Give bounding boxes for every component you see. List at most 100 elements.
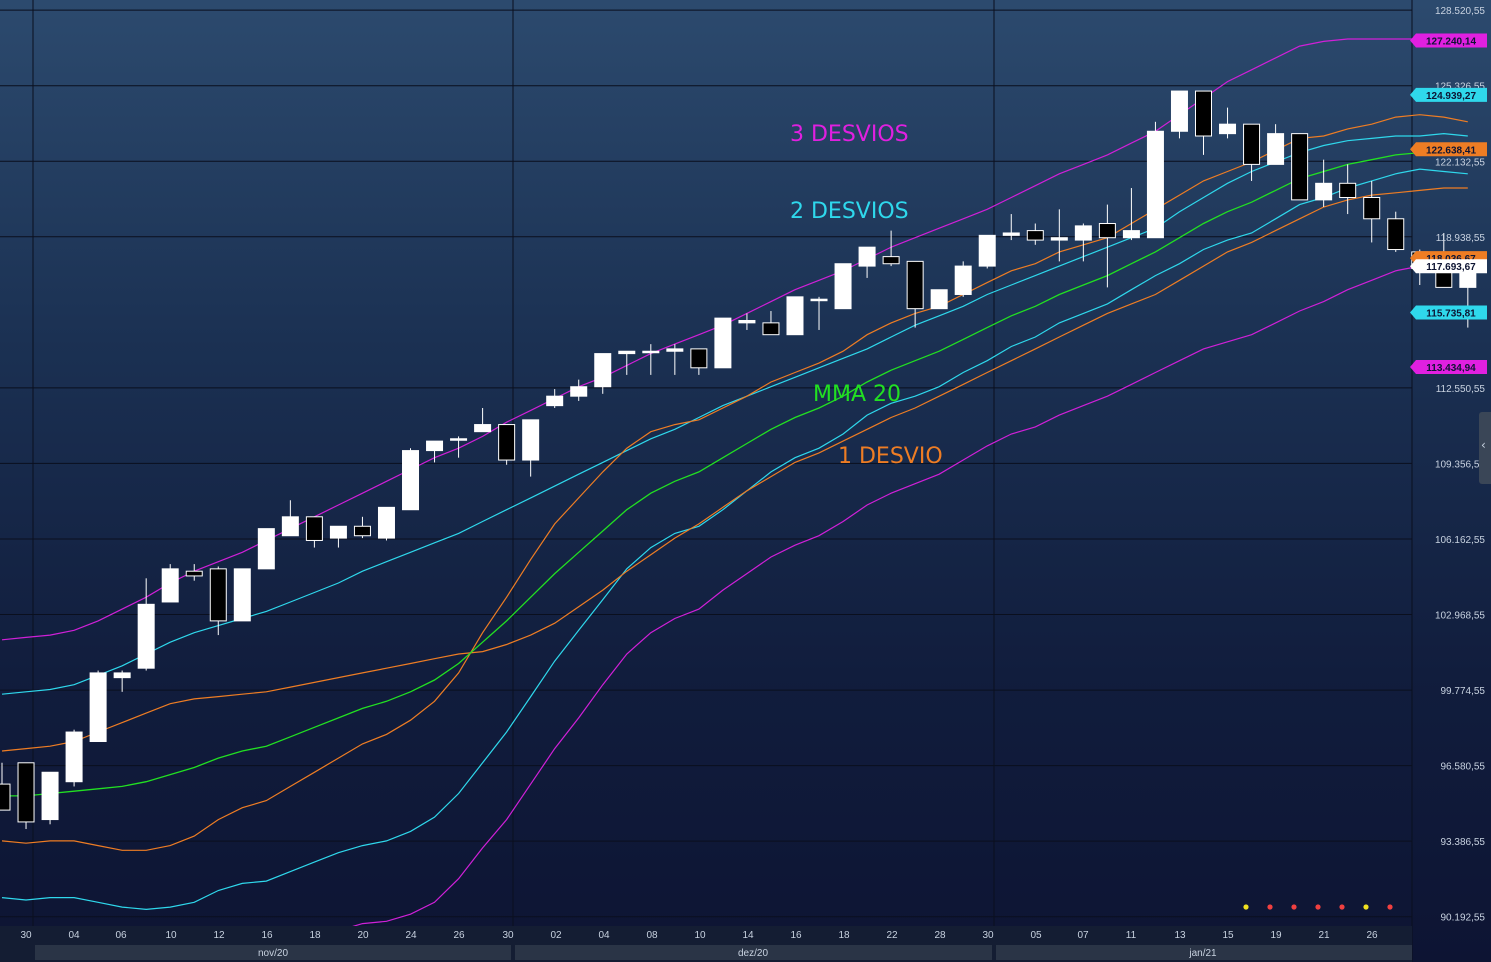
candle bbox=[377, 506, 395, 541]
x-tick-label: 30 bbox=[982, 930, 994, 941]
candle-body bbox=[353, 525, 371, 537]
x-tick-label: 26 bbox=[1366, 930, 1378, 941]
price-badge: 115.735,81 bbox=[1410, 305, 1487, 320]
y-tick-label: 102.968,55 bbox=[1435, 611, 1485, 622]
candle-body bbox=[978, 234, 996, 267]
candle bbox=[498, 424, 516, 465]
candle-body bbox=[1074, 225, 1092, 241]
signal-dot bbox=[1387, 904, 1393, 910]
collapse-panel-handle[interactable]: ‹ bbox=[1479, 412, 1491, 484]
badge-label: 115.735,81 bbox=[1426, 309, 1476, 320]
candle-body bbox=[161, 568, 179, 603]
candle-body bbox=[618, 350, 636, 355]
candle-body bbox=[41, 771, 59, 821]
band1-lines bbox=[1, 114, 1468, 851]
candle-body bbox=[1146, 130, 1164, 239]
candle bbox=[786, 296, 804, 336]
candle bbox=[1267, 124, 1285, 165]
candle bbox=[1146, 121, 1164, 239]
candle-body bbox=[882, 256, 900, 265]
x-tick-label: 30 bbox=[502, 930, 514, 941]
candle bbox=[522, 419, 540, 477]
candle-body bbox=[185, 570, 203, 577]
signal-dots bbox=[1243, 904, 1393, 910]
x-tick-label: 05 bbox=[1030, 930, 1042, 941]
x-tick-label: 18 bbox=[309, 930, 321, 941]
candle-body bbox=[329, 525, 347, 539]
candle bbox=[1315, 159, 1333, 207]
x-tick-label: 26 bbox=[453, 930, 465, 941]
candle bbox=[1219, 107, 1237, 139]
signal-dot bbox=[1339, 904, 1345, 910]
badge-label: 124.939,27 bbox=[1426, 91, 1476, 102]
candle-body bbox=[1339, 182, 1357, 198]
candle bbox=[41, 771, 59, 825]
band2-lines-lower bbox=[1, 168, 1468, 911]
candle bbox=[810, 296, 828, 330]
candle bbox=[305, 516, 323, 548]
price-badge: 117.693,67 bbox=[1410, 259, 1487, 274]
candle bbox=[0, 762, 11, 811]
badge-shape bbox=[1410, 359, 1487, 374]
candle-body bbox=[834, 263, 852, 310]
price-badge: 124.939,27 bbox=[1410, 87, 1487, 102]
candle-body bbox=[113, 672, 131, 679]
candle bbox=[89, 670, 107, 743]
annotation-label: 3 DESVIOS bbox=[790, 122, 909, 147]
signal-dot bbox=[1291, 904, 1297, 910]
candle bbox=[1291, 133, 1309, 201]
candle bbox=[546, 389, 564, 409]
candle bbox=[1170, 90, 1188, 139]
candle bbox=[978, 234, 996, 269]
y-tick-label: 125.326,55 bbox=[1435, 82, 1485, 93]
candle bbox=[1026, 223, 1044, 245]
x-tick-label: 21 bbox=[1318, 930, 1330, 941]
band2-lines bbox=[1, 132, 1468, 911]
candle bbox=[1243, 123, 1261, 181]
y-tick-label: 99.774,55 bbox=[1441, 686, 1486, 697]
month-band bbox=[996, 945, 1412, 960]
y-tick-label: 118.938,55 bbox=[1436, 233, 1486, 244]
signal-dot bbox=[1363, 904, 1369, 910]
month-band bbox=[35, 945, 511, 960]
candle-body bbox=[1050, 237, 1068, 241]
candle-body bbox=[498, 424, 516, 461]
candle bbox=[618, 350, 636, 375]
candle bbox=[426, 440, 444, 463]
candle-body bbox=[474, 424, 492, 433]
candle bbox=[353, 516, 371, 539]
candle-body bbox=[546, 395, 564, 407]
price-badge: 127.240,14 bbox=[1410, 33, 1487, 48]
candle bbox=[1122, 188, 1140, 241]
x-tick-label: 06 bbox=[115, 930, 127, 941]
candle bbox=[882, 230, 900, 267]
candle-body bbox=[570, 386, 588, 397]
x-tick-label: 04 bbox=[598, 930, 610, 941]
candle-body bbox=[1267, 133, 1285, 165]
candle bbox=[690, 348, 708, 375]
candle bbox=[762, 311, 780, 336]
candle bbox=[233, 568, 251, 622]
candle-body bbox=[642, 350, 660, 354]
candle-body bbox=[1002, 232, 1020, 236]
candle-body bbox=[257, 528, 275, 570]
badge-label: 113.434,94 bbox=[1426, 363, 1476, 374]
x-tick-label: 15 bbox=[1222, 930, 1234, 941]
y-tick-label: 109.356,55 bbox=[1435, 459, 1485, 470]
candle-body bbox=[1363, 196, 1381, 220]
y-axis: 128.520,55 125.326,55 122.132,55 118.938,55… bbox=[1435, 6, 1485, 924]
x-tick-label: 10 bbox=[694, 930, 706, 941]
band3-lines-upper bbox=[1, 38, 1468, 641]
mma20-line bbox=[2, 151, 1468, 797]
x-tick-label: 07 bbox=[1077, 930, 1089, 941]
candle-body bbox=[738, 319, 756, 324]
candle bbox=[17, 762, 35, 830]
x-tick-label: 16 bbox=[790, 930, 802, 941]
signal-dot bbox=[1267, 904, 1273, 910]
candle-body bbox=[1026, 230, 1044, 241]
candle bbox=[137, 578, 155, 671]
candle bbox=[113, 670, 131, 692]
candle-body bbox=[1098, 223, 1116, 239]
